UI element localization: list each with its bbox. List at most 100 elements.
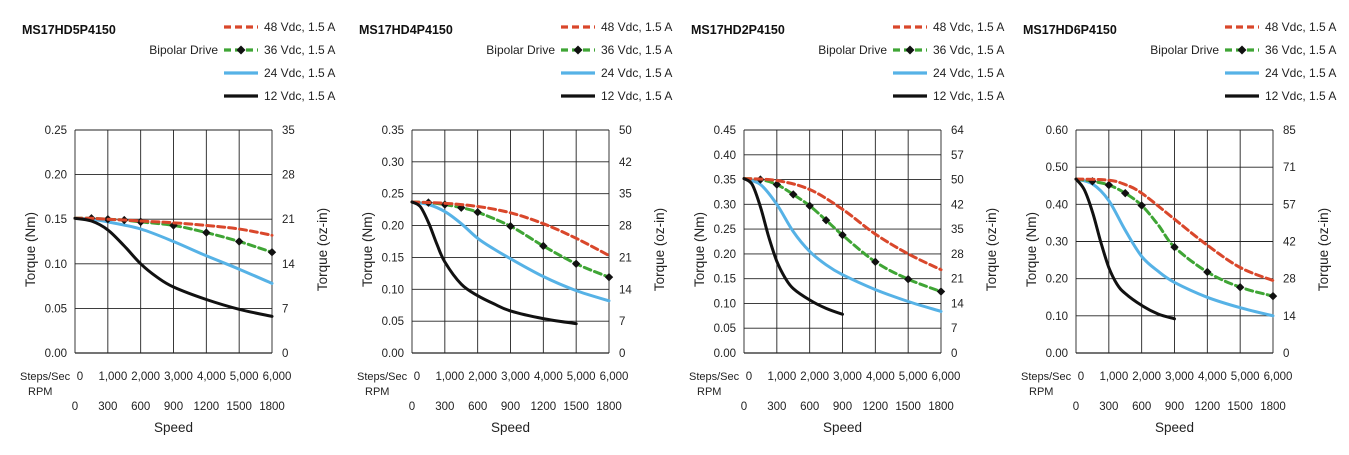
- legend-drive-label: Bipolar Drive: [1150, 43, 1219, 57]
- x-rpm-tick-label: 0: [741, 401, 747, 413]
- y2-tick-label: 14: [619, 284, 632, 296]
- x-rpm-tick-label: 600: [468, 401, 487, 413]
- data-point-marker: [936, 287, 946, 296]
- y2-tick-label: 42: [951, 199, 964, 211]
- x-steps-tick-label: 0: [746, 371, 752, 383]
- x-rpm-tick-label: 1500: [895, 401, 921, 413]
- torque-chart-svg: MS17HD4P4150 Bipolar Drive 48 Vdc, 1.5 A r…: [357, 20, 674, 435]
- y2-tick-label: 28: [951, 249, 964, 261]
- y-tick-label: 0.30: [1046, 237, 1068, 249]
- series-line: [742, 177, 844, 316]
- y2-tick-label: 57: [1283, 199, 1296, 211]
- data-point-marker: [1268, 291, 1278, 301]
- data-point-marker: [506, 222, 515, 231]
- x-rpm-tick-label: 900: [501, 401, 520, 413]
- y-tick-label: 0.50: [1046, 162, 1068, 174]
- x-rpm-tick-label: 900: [833, 401, 852, 413]
- x-rpm-tick-label: 600: [131, 401, 150, 413]
- legend-marker: [1237, 45, 1247, 55]
- x-row-label-steps: Steps/Sec: [1021, 371, 1072, 383]
- x-steps-tick-label: 6,000: [932, 371, 961, 383]
- x-steps-tick-label: 4,000: [1198, 371, 1227, 383]
- x-steps-tick-label: 2,000: [131, 371, 160, 383]
- legend-label: 36 Vdc, 1.5 A rms: [601, 43, 674, 57]
- data-point-marker: [473, 207, 482, 217]
- x-rpm-tick-label: 900: [164, 401, 183, 413]
- y2-tick-label: 28: [1283, 274, 1296, 286]
- y-tick-label: 0.30: [714, 199, 736, 211]
- y-tick-label: 0.15: [45, 214, 67, 226]
- data-point-marker: [1121, 188, 1130, 198]
- y2-tick-label: 28: [619, 221, 632, 233]
- legend-marker: [236, 45, 246, 55]
- y2-tick-label: 21: [951, 274, 964, 286]
- y2-tick-label: 71: [1283, 162, 1296, 174]
- series-line: [1074, 177, 1176, 321]
- y-tick-label: 0.20: [382, 221, 404, 233]
- x-rpm-tick-label: 1500: [563, 401, 589, 413]
- chart-panel-2: MS17HD4P4150 Bipolar Drive 48 Vdc, 1.5 A r…: [337, 0, 674, 455]
- x-rpm-tick-label: 300: [1099, 401, 1118, 413]
- y-tick-label: 0.25: [45, 125, 67, 137]
- legend-label: 48 Vdc, 1.5 A rms: [1265, 20, 1338, 34]
- y-tick-label: 0.40: [1046, 199, 1068, 211]
- chart-panel-4: MS17HD6P4150 Bipolar Drive 48 Vdc, 1.5 A r…: [1001, 0, 1338, 455]
- x-rpm-tick-label: 600: [800, 401, 819, 413]
- legend-drive-label: Bipolar Drive: [486, 43, 555, 57]
- x-steps-tick-label: 0: [414, 371, 420, 383]
- y2-tick-label: 14: [951, 298, 964, 310]
- series-line: [1074, 177, 1275, 282]
- legend-label: 48 Vdc, 1.5 A rms: [933, 20, 1006, 34]
- x-axis-title: Speed: [491, 420, 530, 435]
- y-axis-title: Torque (Nm): [23, 212, 38, 287]
- data-point-marker: [234, 237, 244, 246]
- y-tick-label: 0.60: [1046, 125, 1068, 137]
- series-line: [73, 216, 274, 318]
- x-row-label-rpm: RPM: [697, 386, 721, 398]
- x-row-label-rpm: RPM: [1029, 386, 1053, 398]
- x-steps-tick-label: 6,000: [263, 371, 292, 383]
- legend-label: 36 Vdc, 1.5 A rms: [933, 43, 1006, 57]
- legend-label: 24 Vdc, 1.5 A rms: [601, 66, 674, 80]
- y-tick-label: 0.35: [382, 125, 404, 137]
- y2-tick-label: 0: [282, 348, 288, 360]
- x-steps-tick-label: 3,000: [1165, 371, 1194, 383]
- series-line: [1074, 177, 1275, 298]
- x-steps-tick-label: 2,000: [1132, 371, 1161, 383]
- y2-tick-label: 57: [951, 150, 964, 162]
- x-steps-tick-label: 1,000: [435, 371, 464, 383]
- y2-tick-label: 35: [282, 125, 295, 137]
- data-point-marker: [1235, 283, 1245, 292]
- y-axis-title: Torque (Nm): [1024, 212, 1039, 287]
- x-rpm-tick-label: 1200: [531, 401, 557, 413]
- y-axis-title: Torque (Nm): [360, 212, 375, 287]
- x-rpm-tick-label: 900: [1165, 401, 1184, 413]
- y-tick-label: 0.00: [45, 348, 67, 360]
- y2-axis-title: Torque (oz-in): [984, 208, 999, 291]
- y-tick-label: 0.20: [45, 170, 67, 182]
- legend-label: 24 Vdc, 1.5 A rms: [1265, 66, 1338, 80]
- legend-drive-label: Bipolar Drive: [149, 43, 218, 57]
- y2-tick-label: 0: [1283, 348, 1289, 360]
- series-line: [742, 177, 943, 294]
- series-line: [1074, 177, 1275, 318]
- x-rpm-tick-label: 1200: [1195, 401, 1221, 413]
- legend-marker: [573, 45, 583, 55]
- y2-axis-title: Torque (oz-in): [1316, 208, 1331, 291]
- x-steps-tick-label: 2,000: [468, 371, 497, 383]
- x-rpm-tick-label: 300: [98, 401, 117, 413]
- x-rpm-tick-label: 300: [435, 401, 454, 413]
- y-tick-label: 0.10: [382, 284, 404, 296]
- y2-tick-label: 7: [951, 323, 957, 335]
- x-steps-tick-label: 4,000: [866, 371, 895, 383]
- y2-tick-label: 35: [619, 189, 632, 201]
- y-tick-label: 0.00: [382, 348, 404, 360]
- data-point-marker: [789, 190, 798, 199]
- x-steps-tick-label: 0: [1078, 371, 1084, 383]
- chart-panel-1: MS17HD5P4150 Bipolar Drive 48 Vdc, 1.5 A r…: [0, 0, 337, 455]
- x-steps-tick-label: 5,000: [1231, 371, 1260, 383]
- x-rpm-tick-label: 0: [1073, 401, 1079, 413]
- x-steps-tick-label: 1,000: [98, 371, 127, 383]
- x-rpm-tick-label: 1500: [1227, 401, 1253, 413]
- series-line: [742, 177, 943, 272]
